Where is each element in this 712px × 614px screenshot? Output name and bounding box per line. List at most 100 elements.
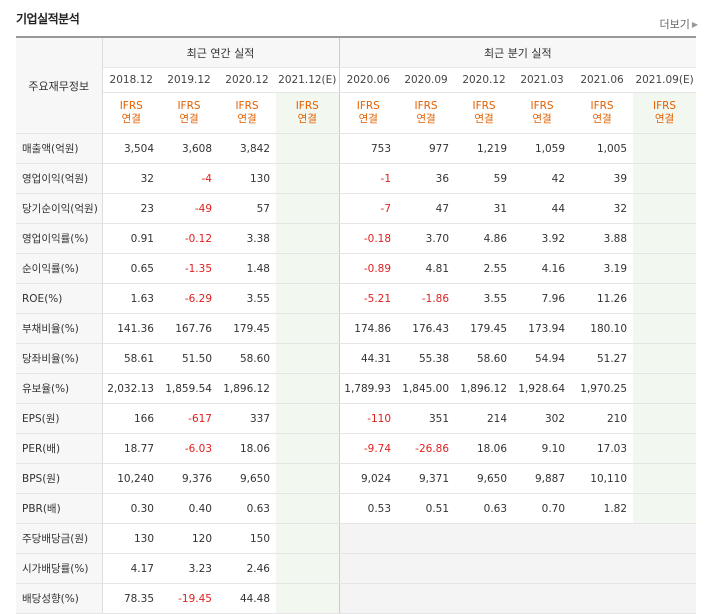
data-cell: 9,887	[513, 463, 572, 494]
data-cell: 977	[397, 133, 456, 164]
type-line-1: IFRS	[590, 100, 614, 112]
data-cell	[276, 313, 340, 344]
data-cell: 44.31	[338, 343, 398, 374]
row-label: 영업이익(억원)	[16, 163, 103, 194]
period-header-row: 2018.12 2019.12 2020.12 2021.12(E) 2020.06 20…	[16, 67, 697, 93]
row-label: PER(배)	[16, 433, 103, 464]
data-cell: 3,842	[218, 133, 276, 164]
data-cell: 141.36	[102, 313, 160, 344]
row-label: 매출액(억원)	[16, 133, 103, 164]
data-cell: 2,032.13	[102, 373, 160, 404]
section-title: 기업실적분석	[16, 12, 80, 26]
type-line-2: 연결	[474, 113, 494, 125]
data-cell	[571, 583, 634, 614]
data-cell	[633, 463, 697, 494]
data-cell: -5.21	[338, 283, 398, 314]
table-row: PER(배) 18.77 -6.03 18.06 -9.74 -26.86 18.06 9.1…	[16, 433, 697, 464]
data-cell: 10,110	[571, 463, 634, 494]
data-cell: 0.63	[218, 493, 276, 524]
data-cell: 3.23	[160, 553, 218, 584]
data-cell	[276, 373, 340, 404]
data-cell	[633, 313, 697, 344]
period-header: 2021.03	[513, 67, 572, 93]
data-cell: 31	[455, 193, 514, 224]
table-row: EPS(원) 166 -617 337 -110 351 214 302 210	[16, 403, 697, 434]
accounting-type-header: IFRS 연결	[102, 92, 160, 134]
data-cell	[276, 463, 340, 494]
data-cell	[338, 583, 398, 614]
data-cell: 4.86	[455, 223, 514, 254]
table-row: BPS(원) 10,240 9,376 9,650 9,024 9,371 9,650 9,8…	[16, 463, 697, 494]
data-cell	[633, 373, 697, 404]
data-cell: -6.03	[160, 433, 218, 464]
type-line-2: 연결	[237, 113, 257, 125]
accounting-type-header: IFRS 연결	[397, 92, 456, 134]
data-cell: 176.43	[397, 313, 456, 344]
data-cell: 337	[218, 403, 276, 434]
table-row: 영업이익률(%) 0.91 -0.12 3.38 -0.18 3.70 4.86 3.92 3.…	[16, 223, 697, 254]
data-cell	[276, 253, 340, 284]
data-cell	[633, 493, 697, 524]
data-cell	[276, 493, 340, 524]
data-cell: 17.03	[571, 433, 634, 464]
type-line-1: IFRS	[530, 100, 554, 112]
period-header: 2021.09(E)	[633, 67, 697, 93]
data-cell: 120	[160, 523, 218, 554]
accounting-type-header: IFRS 연결	[276, 92, 340, 134]
type-line-2: 연결	[416, 113, 436, 125]
data-cell: 3.92	[513, 223, 572, 254]
data-cell: 150	[218, 523, 276, 554]
data-cell: 3.88	[571, 223, 634, 254]
data-cell	[455, 523, 514, 554]
data-cell	[633, 523, 697, 554]
data-cell	[338, 523, 398, 554]
accounting-type-header: IFRS 연결	[571, 92, 634, 134]
data-cell: 11.26	[571, 283, 634, 314]
data-cell	[633, 223, 697, 254]
quarter-group-header: 최근 분기 실적	[338, 36, 697, 68]
table-row: 영업이익(억원) 32 -4 130 -1 36 59 42 39	[16, 163, 697, 194]
data-cell	[633, 433, 697, 464]
data-cell: 1,859.54	[160, 373, 218, 404]
data-cell	[397, 553, 456, 584]
row-label: 영업이익률(%)	[16, 223, 103, 254]
table-row: 배당성향(%) 78.35 -19.45 44.48	[16, 583, 697, 614]
data-cell	[571, 553, 634, 584]
data-cell: 210	[571, 403, 634, 434]
data-cell: 1,970.25	[571, 373, 634, 404]
data-cell: 1,059	[513, 133, 572, 164]
data-cell: 180.10	[571, 313, 634, 344]
data-cell	[633, 253, 697, 284]
data-cell: 18.06	[218, 433, 276, 464]
data-cell: 23	[102, 193, 160, 224]
table-row: 주당배당금(원) 130 120 150	[16, 523, 697, 554]
table-row: ROE(%) 1.63 -6.29 3.55 -5.21 -1.86 3.55 7.96 11.…	[16, 283, 697, 314]
data-cell: 32	[571, 193, 634, 224]
data-cell	[633, 343, 697, 374]
data-cell: -1	[338, 163, 398, 194]
type-line-1: IFRS	[472, 100, 496, 112]
row-label: ROE(%)	[16, 283, 103, 314]
data-cell	[633, 283, 697, 314]
data-cell: 58.60	[455, 343, 514, 374]
more-link[interactable]: 더보기 ▶	[659, 16, 698, 32]
data-cell	[276, 163, 340, 194]
data-cell: 32	[102, 163, 160, 194]
data-cell	[513, 583, 572, 614]
data-cell: 167.76	[160, 313, 218, 344]
data-cell: 2.55	[455, 253, 514, 284]
accounting-type-header: IFRS 연결	[160, 92, 218, 134]
data-cell	[455, 583, 514, 614]
data-cell	[513, 523, 572, 554]
data-cell: 0.65	[102, 253, 160, 284]
data-cell: 2.46	[218, 553, 276, 584]
data-cell	[276, 403, 340, 434]
data-cell: 3.38	[218, 223, 276, 254]
data-cell: 1,896.12	[218, 373, 276, 404]
table-row: 시가배당률(%) 4.17 3.23 2.46	[16, 553, 697, 584]
financial-table: 주요재무정보 최근 연간 실적 최근 분기 실적 2018.12 2019.12 2…	[16, 36, 697, 614]
data-cell: 3.70	[397, 223, 456, 254]
data-cell: 3,504	[102, 133, 160, 164]
more-label[interactable]: 더보기	[659, 18, 690, 31]
